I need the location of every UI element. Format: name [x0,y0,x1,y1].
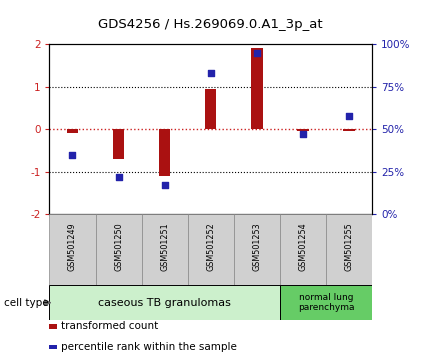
Text: GSM501252: GSM501252 [206,223,215,272]
Text: normal lung
parenchyma: normal lung parenchyma [298,293,354,312]
Bar [67,129,78,133]
Text: cell type: cell type [4,298,49,308]
Bar [49,214,95,285]
Text: percentile rank within the sample: percentile rank within the sample [61,342,237,352]
Text: GSM501251: GSM501251 [160,223,169,271]
Bar [297,129,309,131]
Point [161,182,168,188]
Bar [159,129,170,176]
Bar [234,214,280,285]
Bar [343,129,355,131]
Text: GDS4256 / Hs.269069.0.A1_3p_at: GDS4256 / Hs.269069.0.A1_3p_at [98,18,323,31]
Text: GSM501255: GSM501255 [344,223,353,272]
Bar [187,214,234,285]
Text: transformed count: transformed count [61,321,159,331]
Bar [141,214,187,285]
Bar [280,285,372,320]
Text: GSM501253: GSM501253 [252,223,261,271]
Point [253,50,260,56]
Point [69,152,76,158]
Bar [280,214,326,285]
Point [345,113,352,119]
Text: GSM501250: GSM501250 [114,223,123,271]
Point [115,174,122,179]
Bar [205,89,216,129]
Text: GSM501249: GSM501249 [68,223,77,271]
Bar [49,285,280,320]
Point [299,131,306,137]
Point [207,70,214,76]
Bar [95,214,141,285]
Text: GSM501254: GSM501254 [298,223,307,271]
Bar [326,214,372,285]
Bar [251,48,263,129]
Text: caseous TB granulomas: caseous TB granulomas [98,298,231,308]
Bar [113,129,124,159]
